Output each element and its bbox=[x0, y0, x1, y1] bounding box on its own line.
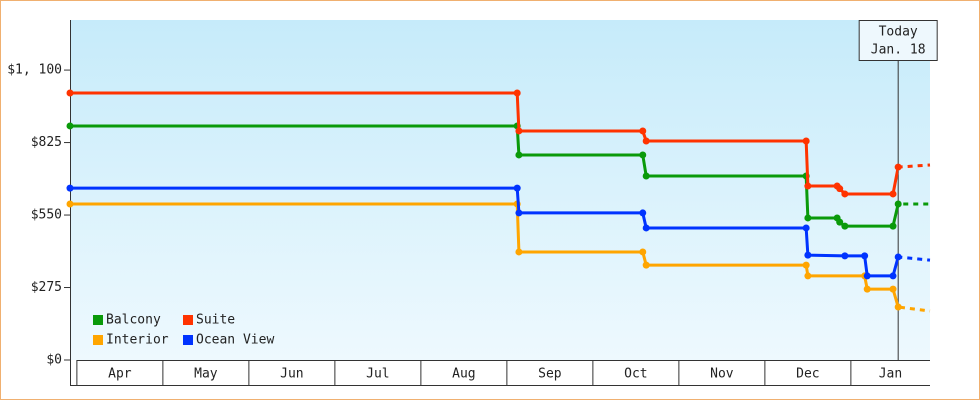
point bbox=[66, 200, 74, 208]
point bbox=[515, 127, 523, 135]
point bbox=[804, 214, 812, 222]
today-box bbox=[858, 20, 938, 61]
point bbox=[894, 163, 902, 171]
x-tick-label: Sep bbox=[538, 367, 562, 382]
x-tick-label: Jul bbox=[366, 367, 389, 382]
point bbox=[863, 285, 871, 293]
point bbox=[841, 252, 849, 260]
y-tick-label: $550 bbox=[31, 208, 62, 223]
point bbox=[836, 185, 844, 193]
x-tick-label: Apr bbox=[108, 367, 132, 382]
point bbox=[802, 261, 810, 269]
today-date: Jan. 18 bbox=[871, 43, 926, 58]
point bbox=[804, 182, 812, 190]
point bbox=[639, 151, 647, 159]
point bbox=[513, 184, 521, 192]
point bbox=[513, 89, 521, 97]
point bbox=[642, 261, 650, 269]
legend-swatch bbox=[93, 335, 103, 345]
point bbox=[66, 122, 74, 130]
point bbox=[642, 172, 650, 180]
legend: Balcony Suite Interior Ocean View bbox=[93, 313, 274, 348]
legend-label: Interior bbox=[106, 333, 169, 348]
legend-label: Ocean View bbox=[196, 333, 274, 348]
point bbox=[894, 253, 902, 261]
point bbox=[841, 190, 849, 198]
point bbox=[894, 303, 902, 311]
point bbox=[894, 200, 902, 208]
y-tick-label: $0 bbox=[46, 353, 62, 368]
y-tick-label: $825 bbox=[31, 135, 62, 150]
point bbox=[861, 252, 869, 260]
x-tick-label: Jun bbox=[280, 367, 303, 382]
today-label: Today bbox=[879, 25, 918, 40]
legend-label: Suite bbox=[196, 313, 235, 328]
point bbox=[836, 218, 844, 226]
y-tick-label: $1, 100 bbox=[7, 63, 62, 78]
point bbox=[639, 127, 647, 135]
point bbox=[863, 272, 871, 280]
point bbox=[515, 151, 523, 159]
point bbox=[889, 272, 897, 280]
plot-area bbox=[70, 20, 930, 360]
legend-label: Balcony bbox=[106, 313, 161, 328]
point bbox=[66, 89, 74, 97]
x-tick-label: May bbox=[194, 367, 218, 382]
point bbox=[642, 137, 650, 145]
point bbox=[66, 184, 74, 192]
legend-swatch bbox=[183, 335, 193, 345]
point bbox=[515, 248, 523, 256]
legend-swatch bbox=[93, 315, 103, 325]
x-tick-label: Dec bbox=[796, 367, 819, 382]
point bbox=[639, 248, 647, 256]
point bbox=[639, 209, 647, 217]
point bbox=[841, 222, 849, 230]
point bbox=[804, 251, 812, 259]
point bbox=[889, 222, 897, 230]
legend-swatch bbox=[183, 315, 193, 325]
x-tick-label: Jan bbox=[879, 367, 902, 382]
point bbox=[515, 209, 523, 217]
point bbox=[889, 190, 897, 198]
point bbox=[804, 272, 812, 280]
point bbox=[802, 224, 810, 232]
x-tick-label: Aug bbox=[452, 367, 475, 382]
x-tick-label: Nov bbox=[710, 367, 734, 382]
y-tick-label: $275 bbox=[31, 280, 62, 295]
x-tick-label: Oct bbox=[624, 367, 647, 382]
point bbox=[889, 285, 897, 293]
point bbox=[802, 137, 810, 145]
point bbox=[642, 224, 650, 232]
